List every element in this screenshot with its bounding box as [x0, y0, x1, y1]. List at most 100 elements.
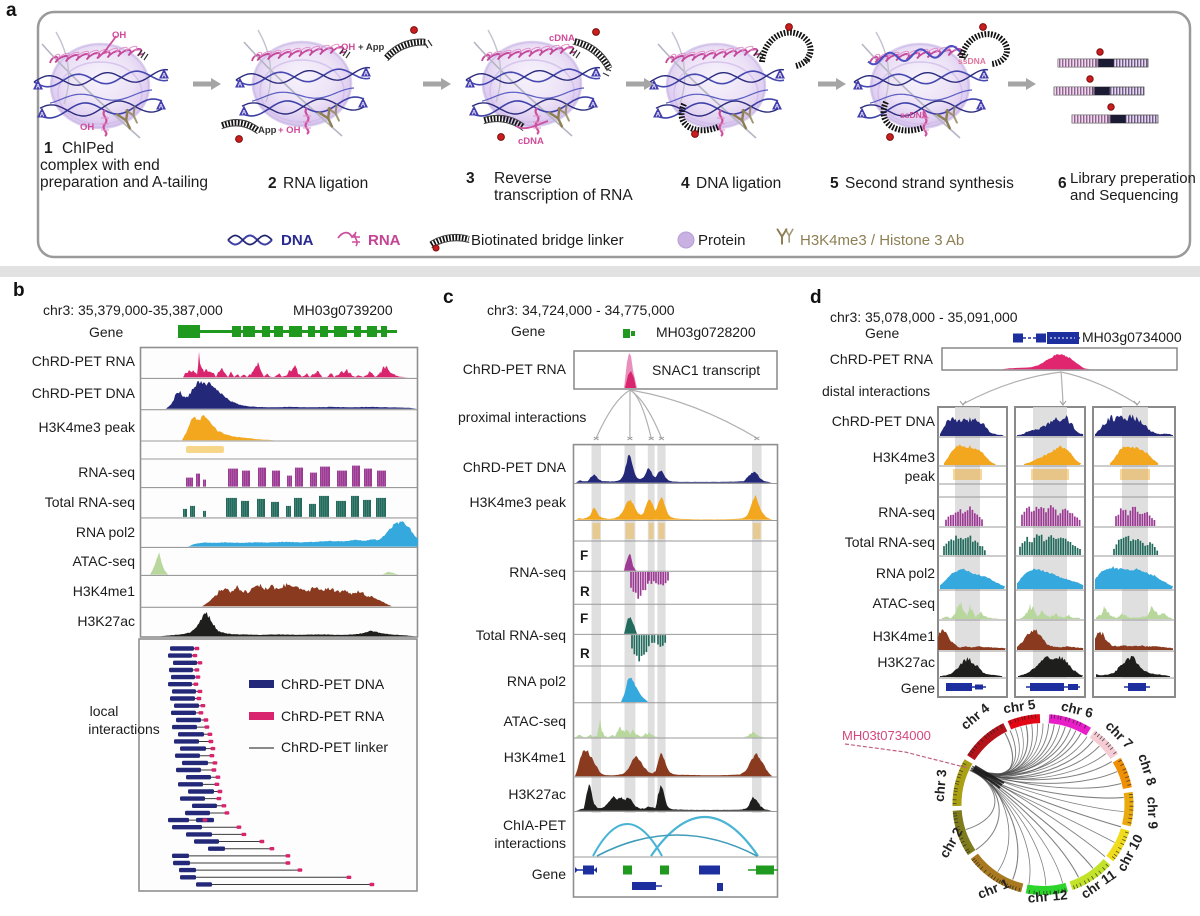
svg-text:Library preperation: Library preperation [1070, 170, 1196, 187]
svg-text:A: A [982, 72, 987, 79]
svg-text:F: F [580, 611, 588, 626]
svg-text:A: A [591, 101, 596, 108]
svg-text:A: A [36, 83, 41, 90]
svg-text:DNA ligation: DNA ligation [696, 175, 781, 192]
svg-text:d: d [810, 287, 822, 308]
svg-text:ChIA-PET: ChIA-PET [503, 817, 566, 833]
svg-text:chr3: 35,078,000 - 35,091,000: chr3: 35,078,000 - 35,091,000 [830, 309, 1018, 325]
svg-text:A: A [860, 111, 865, 118]
svg-text:Gene: Gene [901, 680, 935, 696]
svg-text:ChRD-PET RNA: ChRD-PET RNA [281, 708, 385, 724]
svg-text:Total RNA-seq: Total RNA-seq [476, 627, 566, 643]
svg-text:H3K4me3 peak: H3K4me3 peak [469, 494, 567, 510]
svg-text:RNA-seq: RNA-seq [78, 464, 135, 480]
svg-text:A: A [594, 70, 599, 77]
svg-text:H3K27ac: H3K27ac [77, 613, 135, 629]
svg-text:ATAC-seq: ATAC-seq [73, 553, 136, 569]
svg-text:RNA: RNA [368, 232, 401, 249]
svg-text:ChRD-PET RNA: ChRD-PET RNA [32, 353, 136, 369]
svg-text:b: b [13, 280, 25, 301]
svg-text:A: A [40, 111, 45, 118]
svg-text:Gene: Gene [532, 866, 566, 882]
svg-text:H3K4me1: H3K4me1 [73, 583, 135, 599]
svg-text:RNA ligation: RNA ligation [283, 175, 368, 192]
svg-text:5: 5 [830, 175, 839, 192]
svg-text:ChRD-PET DNA: ChRD-PET DNA [32, 385, 136, 401]
svg-text:6: 6 [1058, 175, 1067, 192]
svg-text:A: A [238, 81, 243, 88]
svg-text:Total RNA-seq: Total RNA-seq [45, 494, 135, 510]
svg-text:interactions: interactions [88, 721, 160, 737]
svg-text:A: A [242, 109, 247, 116]
svg-text:ChRD-PET linker: ChRD-PET linker [281, 739, 388, 755]
svg-text:RNA-seq: RNA-seq [509, 564, 566, 580]
svg-text:cDNA: cDNA [518, 136, 544, 147]
svg-text:H3K4me1: H3K4me1 [873, 628, 935, 644]
svg-text:1: 1 [44, 140, 53, 157]
svg-text:chr 3: chr 3 [932, 768, 950, 802]
svg-text:ChRD-PET DNA: ChRD-PET DNA [463, 459, 567, 475]
svg-text:transcription of RNA: transcription of RNA [494, 187, 633, 204]
svg-text:A: A [778, 72, 783, 79]
svg-text:cDNA: cDNA [549, 33, 575, 44]
svg-text:c: c [443, 287, 454, 308]
svg-text:RNA-seq: RNA-seq [878, 504, 935, 520]
svg-text:chr3: 34,724,000 - 34,775,000: chr3: 34,724,000 - 34,775,000 [487, 302, 675, 318]
svg-text:MH03g0734000: MH03g0734000 [1082, 329, 1182, 345]
svg-text:H3K4me3 peak: H3K4me3 peak [38, 419, 136, 435]
svg-text:ssDNA: ssDNA [900, 110, 928, 120]
svg-text:chr 5: chr 5 [1002, 697, 1037, 716]
svg-text:DNA: DNA [281, 232, 314, 249]
svg-text:3: 3 [466, 170, 475, 187]
svg-text:a: a [6, 0, 17, 21]
svg-text:4: 4 [681, 175, 690, 192]
svg-text:OH: OH [80, 122, 94, 133]
svg-text:chr 9: chr 9 [1144, 796, 1160, 829]
svg-text:+ OH: + OH [278, 125, 301, 136]
svg-text:Protein: Protein [698, 232, 746, 249]
svg-text:RNA pol2: RNA pol2 [876, 565, 935, 581]
svg-text:RNA pol2: RNA pol2 [76, 524, 135, 540]
svg-text:A: A [159, 103, 164, 110]
svg-text:peak: peak [905, 468, 936, 484]
svg-text:Gene: Gene [511, 323, 545, 339]
svg-text:H3K4me1: H3K4me1 [504, 749, 566, 765]
svg-text:ATAC-seq: ATAC-seq [504, 713, 567, 729]
svg-text:OH: OH [112, 30, 126, 41]
svg-text:ChIPed: ChIPed [62, 140, 114, 157]
svg-text:chr3: 35,379,000-35,387,000: chr3: 35,379,000-35,387,000 [43, 302, 223, 318]
svg-text:A: A [162, 72, 167, 79]
svg-text:Biotinated bridge linker: Biotinated bridge linker [471, 232, 624, 249]
svg-text:ChRD-PET DNA: ChRD-PET DNA [832, 413, 936, 429]
svg-text:interactions: interactions [494, 835, 566, 851]
svg-text:and Sequencing: and Sequencing [1070, 187, 1178, 204]
svg-text:F: F [580, 548, 588, 563]
svg-text:+ App: + App [358, 42, 384, 53]
svg-text:MH03g0728200: MH03g0728200 [656, 324, 756, 340]
svg-text:SNAC1 transcript: SNAC1 transcript [652, 362, 760, 378]
svg-text:ChRD-PET RNA: ChRD-PET RNA [830, 351, 934, 367]
svg-text:H3K4me3: H3K4me3 [873, 449, 935, 465]
svg-text:ChRD-PET DNA: ChRD-PET DNA [281, 676, 385, 692]
svg-text:distal interactions: distal interactions [822, 383, 930, 399]
svg-text:Second strand synthesis: Second strand synthesis [845, 175, 1014, 192]
svg-text:App: App [258, 125, 277, 136]
svg-text:A: A [468, 81, 473, 88]
svg-text:A: A [979, 103, 984, 110]
svg-text:R: R [580, 646, 590, 661]
svg-text:complex with end: complex with end [40, 157, 160, 174]
svg-text:MH03g0739200: MH03g0739200 [293, 302, 393, 318]
svg-text:ATAC-seq: ATAC-seq [873, 595, 936, 611]
svg-text:A: A [656, 111, 661, 118]
svg-text:A: A [652, 83, 657, 90]
svg-text:A: A [472, 109, 477, 116]
svg-text:A: A [856, 83, 861, 90]
svg-text:Total RNA-seq: Total RNA-seq [845, 534, 935, 550]
svg-text:preparation and A-tailing: preparation and A-tailing [40, 174, 208, 191]
svg-text:H3K27ac: H3K27ac [508, 786, 566, 802]
svg-text:Gene: Gene [89, 324, 123, 340]
svg-text:2: 2 [268, 175, 277, 192]
svg-text:proximal interactions: proximal interactions [458, 409, 586, 425]
svg-text:A: A [775, 103, 780, 110]
svg-text:Reverse: Reverse [494, 170, 552, 187]
